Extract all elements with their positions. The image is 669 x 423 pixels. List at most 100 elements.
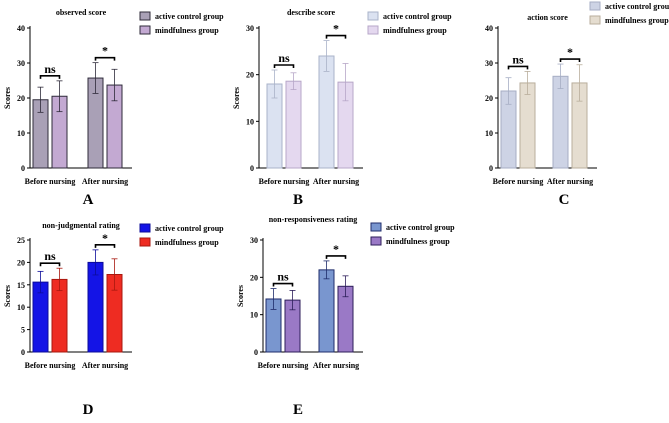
y-tick-label: 20: [485, 94, 493, 103]
legend-swatch: [589, 1, 601, 11]
significance-label: ns: [44, 249, 56, 263]
significance-label: *: [102, 44, 108, 58]
chart-title: action score: [527, 13, 568, 22]
y-axis-label: Scores: [232, 87, 241, 109]
significance-bracket: [94, 56, 116, 61]
y-tick-label: 30: [250, 236, 258, 245]
y-tick-label: 0: [254, 348, 258, 357]
y-axis-label: Scores: [3, 285, 12, 307]
legend-swatch: [139, 25, 151, 35]
significance-label: *: [333, 242, 339, 256]
legend-swatch: [370, 222, 382, 232]
legend-swatch: [370, 236, 382, 246]
panel-label: C: [559, 192, 570, 208]
legend-label: active control group: [155, 12, 224, 21]
significance-label: ns: [512, 52, 524, 66]
y-tick-label: 40: [17, 24, 25, 33]
y-tick-label: 0: [489, 164, 493, 173]
legend-label: mindfulness group: [605, 16, 669, 25]
legend-label: active control group: [155, 224, 224, 233]
chart-title: describe score: [287, 8, 336, 17]
x-category-label: After nursing: [547, 177, 593, 186]
legend-swatch: [367, 11, 379, 21]
y-tick-label: 10: [246, 117, 254, 126]
x-category-label: After nursing: [82, 361, 128, 370]
bar: [552, 75, 569, 169]
significance-bracket: [39, 262, 61, 267]
y-tick-label: 30: [17, 59, 25, 68]
y-tick-label: 25: [17, 236, 25, 245]
bar: [318, 55, 335, 169]
chart-panel-d: non-judgmental rating Scores 0 5 10 15 20 25 Bef…: [3, 221, 224, 418]
bar: [87, 261, 104, 353]
legend-label: mindfulness group: [155, 26, 219, 35]
bar: [519, 82, 536, 169]
y-tick-label: 20: [246, 71, 254, 80]
legend-swatch: [367, 25, 379, 35]
y-tick-label: 30: [485, 59, 493, 68]
panel-label: D: [83, 402, 94, 418]
significance-label: ns: [44, 62, 56, 76]
panel-label: A: [83, 192, 94, 208]
panel-label: E: [293, 402, 303, 418]
chart-panel-c: action score 0 10 20 30 40 Before nursing ns Aft…: [485, 1, 669, 208]
legend-swatch: [139, 237, 151, 247]
x-category-label: Before nursing: [493, 177, 544, 186]
chart-panel-a: observed score Scores 0 10 20 30 40 Before nurs…: [3, 8, 224, 208]
x-category-label: After nursing: [82, 177, 128, 186]
x-category-label: Before nursing: [25, 177, 76, 186]
significance-label: ns: [278, 51, 290, 65]
significance-bracket: [94, 244, 116, 248]
y-axis-label: Scores: [236, 285, 245, 307]
legend-label: active control group: [605, 2, 669, 11]
x-category-label: After nursing: [313, 177, 359, 186]
y-tick-label: 10: [250, 311, 258, 320]
legend-label: mindfulness group: [383, 26, 447, 35]
panel-label: B: [293, 192, 303, 208]
x-category-label: Before nursing: [258, 361, 309, 370]
bar: [285, 80, 302, 169]
legend-swatch: [139, 223, 151, 233]
y-tick-label: 0: [250, 164, 254, 173]
y-tick-label: 10: [17, 129, 25, 138]
chart-title: non-responsiveness rating: [269, 215, 358, 224]
x-category-label: After nursing: [313, 361, 359, 370]
y-tick-label: 10: [17, 303, 25, 312]
y-tick-label: 5: [21, 326, 25, 335]
significance-bracket: [39, 75, 61, 79]
legend-label: active control group: [383, 12, 452, 21]
significance-bracket: [507, 65, 529, 70]
significance-label: ns: [277, 270, 289, 284]
y-tick-label: 20: [17, 258, 25, 267]
chart-panel-b: describe score Scores 0 10 20 30 Before nursin…: [232, 8, 452, 208]
significance-bracket: [325, 255, 347, 259]
bar: [318, 269, 335, 353]
chart-title: observed score: [56, 8, 107, 17]
legend-swatch: [589, 15, 601, 25]
significance-label: *: [567, 45, 573, 59]
x-category-label: Before nursing: [25, 361, 76, 370]
y-axis-label: Scores: [3, 87, 12, 109]
significance-label: *: [333, 22, 339, 36]
y-tick-label: 10: [485, 129, 493, 138]
x-category-label: Before nursing: [259, 177, 310, 186]
significance-label: *: [102, 231, 108, 245]
chart-title: non-judgmental rating: [42, 221, 120, 230]
y-tick-label: 40: [485, 24, 493, 33]
legend-swatch: [139, 11, 151, 21]
significance-bracket: [325, 34, 347, 39]
y-tick-label: 15: [17, 281, 25, 290]
legend-label: mindfulness group: [155, 238, 219, 247]
y-tick-label: 30: [246, 24, 254, 33]
chart-panel-e: non-responsiveness rating Scores 0 10 20 30 Be…: [236, 215, 455, 418]
y-tick-label: 0: [21, 164, 25, 173]
significance-bracket: [559, 58, 581, 63]
y-tick-label: 0: [21, 348, 25, 357]
y-tick-label: 20: [250, 273, 258, 282]
significance-bracket: [272, 282, 294, 287]
legend-label: mindfulness group: [386, 237, 450, 246]
legend-label: active control group: [386, 223, 455, 232]
significance-bracket: [273, 64, 295, 68]
y-tick-label: 20: [17, 94, 25, 103]
